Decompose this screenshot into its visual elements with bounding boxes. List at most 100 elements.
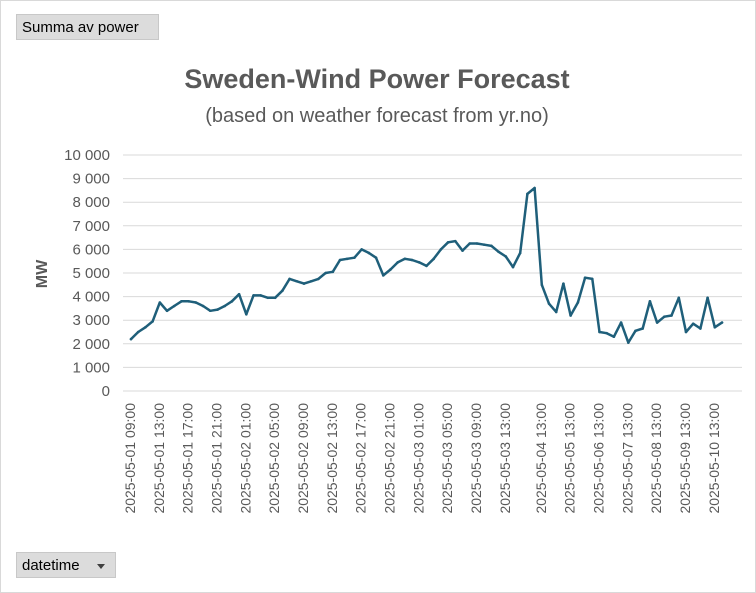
axis-field-dropdown[interactable]: datetime [16, 552, 116, 578]
series-group [129, 186, 724, 344]
data-point [187, 300, 190, 303]
x-tick-label: 2025-05-01 09:00 [122, 403, 138, 514]
y-tick-label: 7 000 [72, 218, 110, 235]
data-point [396, 261, 399, 264]
x-tick-label: 2025-05-02 09:00 [295, 403, 311, 514]
x-tick-label: 2025-05-03 05:00 [439, 403, 455, 514]
data-point [237, 292, 241, 296]
data-point [569, 314, 572, 317]
data-point [360, 248, 363, 251]
x-tick-label: 2025-05-02 21:00 [381, 403, 397, 514]
x-tick-label: 2025-05-01 17:00 [180, 403, 196, 514]
data-point [590, 277, 594, 281]
data-point [583, 276, 587, 280]
data-point [208, 309, 212, 313]
data-point [576, 301, 580, 304]
data-point [518, 251, 522, 255]
data-point [245, 313, 248, 316]
data-point [410, 258, 414, 262]
data-point [338, 258, 342, 262]
data-point [158, 301, 162, 304]
data-point [295, 279, 299, 283]
y-tick-label: 3 000 [72, 312, 110, 329]
y-axis-label: MW [34, 259, 51, 288]
data-point [706, 296, 709, 300]
x-tick-label: 2025-05-01 13:00 [151, 403, 167, 514]
values-field-button[interactable]: Summa av power [16, 14, 159, 40]
data-point [554, 310, 558, 314]
chart-subtitle: (based on weather forecast from yr.no) [205, 105, 549, 127]
data-point [670, 314, 673, 317]
y-tick-label: 0 [102, 383, 110, 400]
x-tick-label: 2025-05-02 05:00 [266, 403, 282, 514]
data-point [381, 274, 385, 277]
y-axis-ticks: 0 1 000 2 000 3 000 4 000 5 000 6 000 7 000 8 00… [64, 147, 110, 400]
data-point [504, 255, 508, 258]
data-point [439, 248, 443, 251]
data-point [230, 300, 234, 303]
data-point [288, 277, 291, 281]
data-point [663, 315, 666, 318]
data-point [266, 296, 270, 300]
data-point [526, 192, 529, 196]
data-point [417, 261, 421, 264]
x-tick-label: 2025-05-10 13:00 [706, 403, 722, 514]
axis-field-label: datetime [22, 557, 80, 574]
x-tick-label: 2025-05-03 01:00 [410, 403, 426, 514]
data-point [691, 322, 695, 326]
y-tick-label: 1 000 [72, 359, 110, 376]
data-point [389, 268, 392, 271]
x-tick-label: 2025-05-03 09:00 [468, 403, 484, 514]
data-point [490, 244, 493, 248]
data-point [309, 279, 313, 283]
data-point [677, 296, 681, 300]
x-tick-label: 2025-05-03 13:00 [497, 403, 513, 514]
data-point [165, 309, 169, 313]
data-point [612, 335, 616, 339]
y-tick-label: 6 000 [72, 241, 110, 258]
x-tick-label: 2025-05-09 13:00 [677, 403, 693, 514]
data-point [540, 283, 544, 287]
data-point [129, 337, 133, 341]
data-point [331, 270, 335, 274]
data-point [259, 294, 263, 297]
data-point [345, 257, 349, 261]
y-tick-label: 4 000 [72, 289, 110, 306]
data-point [180, 300, 183, 303]
data-point [317, 277, 320, 281]
data-point [713, 325, 717, 329]
x-tick-label: 2025-05-02 13:00 [324, 403, 340, 514]
x-axis-ticks: 2025-05-01 09:00 2025-05-01 13:00 2025-05-… [122, 403, 722, 514]
data-point [598, 330, 601, 334]
values-field-label: Summa av power [22, 19, 139, 36]
data-point [684, 330, 688, 334]
data-point [446, 241, 450, 244]
data-point [655, 321, 659, 324]
data-point [273, 296, 277, 300]
data-point [281, 289, 284, 293]
x-tick-label: 2025-05-05 13:00 [562, 403, 578, 514]
data-point [475, 242, 479, 245]
data-point [533, 186, 536, 190]
data-point [720, 321, 724, 324]
data-point [216, 308, 219, 311]
data-point [324, 271, 327, 275]
data-point [353, 256, 356, 259]
x-tick-label: 2025-05-07 13:00 [619, 403, 635, 514]
x-tick-label: 2025-05-01 21:00 [208, 403, 224, 514]
data-point [468, 242, 472, 245]
data-point [627, 341, 630, 344]
x-tick-label: 2025-05-02 01:00 [237, 403, 253, 514]
data-point [482, 243, 486, 246]
data-point [194, 301, 198, 304]
x-tick-label: 2025-05-06 13:00 [590, 403, 606, 514]
y-tick-label: 10 000 [64, 147, 110, 164]
data-point [619, 321, 623, 324]
data-point [151, 320, 154, 323]
data-point [641, 327, 645, 330]
data-point [699, 327, 702, 330]
data-point [461, 249, 464, 252]
data-point [454, 239, 457, 243]
data-point [432, 257, 436, 261]
